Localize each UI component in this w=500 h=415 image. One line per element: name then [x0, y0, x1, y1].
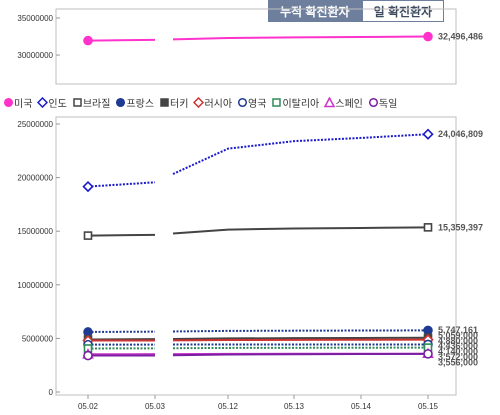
- legend-marker-icon: [237, 97, 248, 107]
- legend-item[interactable]: 러시아: [193, 95, 232, 110]
- legend-marker-icon: [3, 97, 14, 107]
- y-tick-label: 15000000: [17, 227, 53, 236]
- y-tick-label: 20000000: [17, 174, 53, 183]
- data-point-marker: [422, 128, 434, 140]
- end-value-label: 24,046,809: [438, 129, 483, 139]
- legend-marker-icon: [116, 97, 126, 107]
- series-line: [172, 226, 429, 235]
- series-line: [172, 338, 429, 342]
- y-tick-label: 0: [49, 388, 54, 397]
- end-value-label: 15,359,397: [438, 222, 483, 232]
- legend-item[interactable]: 이탈리아: [271, 95, 319, 110]
- data-point-marker: [423, 223, 433, 232]
- legend-label: 이탈리아: [282, 98, 320, 110]
- series-line-segment: [87, 181, 156, 188]
- data-point-marker: [83, 327, 93, 337]
- bottom-panel-frame: [55, 116, 457, 396]
- data-point-marker: [423, 325, 433, 336]
- legend-marker-icon: [193, 96, 205, 108]
- end-value-label: 3,572,000: [438, 352, 478, 362]
- legend-item[interactable]: 미국: [3, 95, 32, 110]
- data-point-marker: [82, 180, 94, 193]
- end-value-label: 4,880,000: [438, 336, 478, 346]
- legend-marker-shape: [368, 97, 378, 107]
- legend-item[interactable]: 인도: [37, 95, 67, 110]
- x-tick-label: 05.03: [145, 402, 166, 411]
- legend-marker-icon: [272, 97, 282, 107]
- legend-marker-icon: [160, 97, 169, 107]
- data-point-marker: [83, 350, 93, 361]
- legend-label: 스페인: [335, 98, 363, 110]
- legend-marker-shape: [324, 96, 336, 107]
- data-point-marker: [423, 349, 433, 359]
- legend-label: 미국: [14, 98, 33, 110]
- legend-marker-shape: [160, 97, 169, 107]
- legend-label: 독일: [378, 98, 398, 110]
- x-tick-label: 05.12: [218, 402, 239, 411]
- series-line-segment: [87, 233, 156, 237]
- x-tick-label: 05.13: [284, 402, 305, 411]
- legend-marker-shape: [193, 96, 205, 108]
- chart-legend: 미국 인도 브라질 프랑스 터키 러시아 영국 이탈리아 스페인 독일: [0, 94, 500, 110]
- data-point-marker: [423, 31, 433, 42]
- legend-label: 프랑스: [126, 98, 155, 110]
- legend-label: 터키: [170, 98, 189, 110]
- legend-item[interactable]: 독일: [368, 95, 397, 110]
- legend-item[interactable]: 브라질: [72, 95, 111, 110]
- legend-marker-shape: [37, 96, 49, 108]
- series-line-segment: [87, 38, 156, 42]
- end-value-label: 5,059,000: [438, 330, 478, 340]
- legend-marker-shape: [116, 97, 126, 107]
- legend-marker-icon: [324, 96, 336, 107]
- legend-marker-shape: [3, 97, 14, 107]
- top-panel-frame: [55, 8, 457, 85]
- data-point-marker: [83, 35, 93, 46]
- series-line: [172, 133, 429, 175]
- data-point-marker: [83, 231, 93, 240]
- legend-label: 영국: [248, 98, 267, 110]
- series-line: [172, 346, 429, 350]
- end-value-label: 3,556,000: [438, 357, 478, 367]
- x-tick-label: 05.14: [351, 402, 372, 411]
- legend-marker-icon: [73, 97, 82, 107]
- end-value-label: 5,747,161: [438, 325, 478, 335]
- legend-label: 브라질: [82, 98, 111, 110]
- y-tick-label: 10000000: [17, 281, 53, 290]
- legend-marker-shape: [272, 97, 282, 107]
- legend-label: 인도: [48, 98, 67, 110]
- y-tick-label: 30000000: [17, 51, 53, 60]
- y-tick-label: 25000000: [17, 120, 53, 129]
- series-line: [172, 336, 429, 340]
- end-value-label: 4,140,000: [438, 347, 478, 357]
- legend-label: 러시아: [204, 98, 233, 110]
- x-tick-label: 05.02: [78, 402, 99, 411]
- legend-item[interactable]: 터키: [159, 95, 188, 110]
- legend-item[interactable]: 프랑스: [115, 95, 154, 110]
- end-value-label: 32,496,486: [438, 32, 483, 42]
- y-tick-label: 35000000: [17, 14, 53, 23]
- y-tick-label: 5000000: [22, 334, 54, 343]
- legend-marker-shape: [237, 97, 248, 107]
- legend-item[interactable]: 스페인: [324, 95, 363, 110]
- series-line: [172, 329, 429, 333]
- legend-marker-icon: [368, 97, 378, 107]
- legend-marker-shape: [73, 97, 82, 107]
- legend-item[interactable]: 영국: [237, 95, 266, 110]
- x-tick-label: 05.15: [418, 402, 439, 411]
- legend-marker-icon: [37, 96, 49, 108]
- end-value-label: 4,436,000: [438, 341, 478, 351]
- series-line: [172, 352, 429, 357]
- series-line: [172, 35, 429, 41]
